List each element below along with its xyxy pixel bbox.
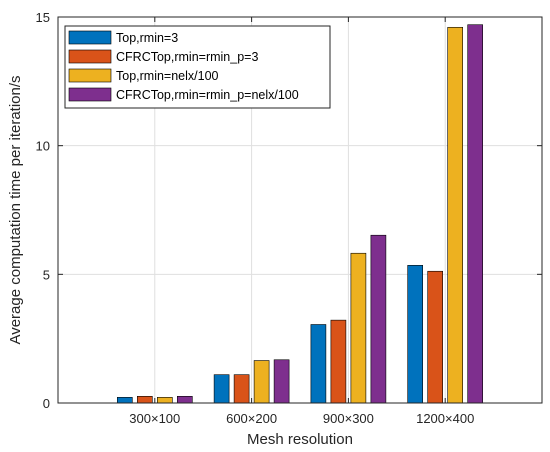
x-tick-label: 900×300 bbox=[323, 411, 374, 426]
axis-ticks: 300×100 600×200 900×300 1200×400 0 5 10 15 bbox=[36, 10, 542, 426]
bar bbox=[407, 265, 424, 404]
y-tick-label: 0 bbox=[43, 396, 50, 411]
legend-swatch bbox=[68, 68, 112, 83]
x-tick-label: 600×200 bbox=[226, 411, 277, 426]
bar bbox=[467, 24, 484, 404]
legend-entry-label: Top,rmin=3 bbox=[116, 31, 178, 45]
legend-swatch bbox=[68, 87, 112, 102]
legend-swatch bbox=[68, 49, 112, 64]
bar bbox=[117, 397, 133, 404]
legend: Top,rmin=3 CFRCTop,rmin=rmin_p=3 Top,rmin=… bbox=[64, 25, 331, 109]
y-axis-label: Average computation time per iteration/s bbox=[7, 75, 24, 344]
bar bbox=[273, 359, 290, 404]
bar bbox=[427, 270, 444, 404]
plot-frame bbox=[57, 16, 543, 404]
y-tick-label: 5 bbox=[43, 267, 50, 282]
legend-entry-label: Top,rmin=nelx/100 bbox=[116, 69, 219, 83]
x-tick-label: 300×100 bbox=[129, 411, 180, 426]
x-axis-label: Mesh resolution bbox=[247, 431, 353, 448]
legend-swatch bbox=[68, 30, 112, 45]
bar bbox=[253, 360, 270, 404]
bar bbox=[350, 252, 367, 404]
bar bbox=[447, 26, 464, 404]
y-tick-label: 10 bbox=[36, 139, 50, 154]
bar bbox=[137, 396, 153, 404]
bar bbox=[233, 374, 250, 404]
bars bbox=[117, 24, 484, 404]
bar bbox=[310, 324, 327, 404]
bar bbox=[157, 397, 173, 404]
y-tick-label: 15 bbox=[36, 10, 50, 25]
bar bbox=[370, 234, 387, 404]
legend-entry-label: CFRCTop,rmin=rmin_p=3 bbox=[116, 50, 258, 64]
x-tick-label: 1200×400 bbox=[416, 411, 474, 426]
bar bbox=[213, 374, 230, 404]
legend-entry-label: CFRCTop,rmin=rmin_p=nelx/100 bbox=[116, 88, 299, 102]
bar bbox=[330, 319, 347, 404]
bar bbox=[177, 396, 193, 404]
